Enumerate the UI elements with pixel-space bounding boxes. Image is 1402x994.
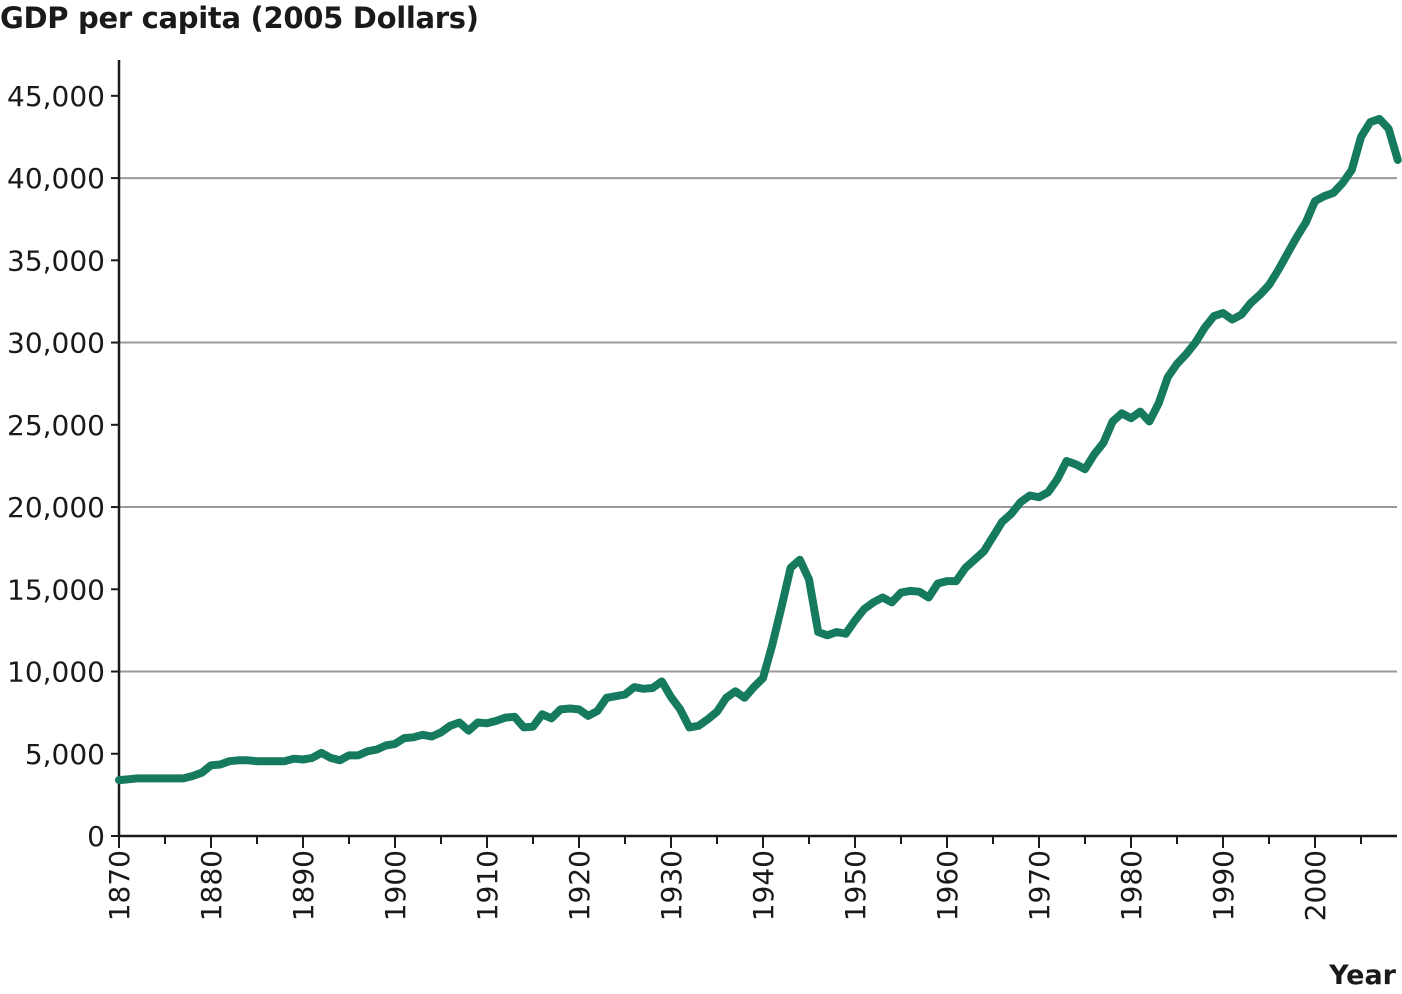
gridlines xyxy=(119,177,1397,673)
y-axis-ticks: 0 5,000 10,000 15,000 20,000 25,000 30,000 35,0… xyxy=(7,80,119,853)
y-tick-label: 30,000 xyxy=(7,327,105,360)
x-tick-label: 1980 xyxy=(1115,850,1148,921)
y-tick-label: 10,000 xyxy=(7,656,105,689)
x-tick-label: 1940 xyxy=(747,850,780,921)
y-tick-label: 40,000 xyxy=(7,162,105,195)
x-axis-title: Year xyxy=(1328,960,1397,991)
x-axis-ticks: 1870 1880 1890 1900 1910 1920 1930 1940 1950 1960… xyxy=(103,836,1362,921)
axes xyxy=(117,60,1397,838)
x-tick-label: 2000 xyxy=(1299,850,1332,921)
x-tick-label: 1990 xyxy=(1207,850,1240,921)
x-tick-label: 1950 xyxy=(839,850,872,921)
series xyxy=(115,114,1402,785)
y-tick-label: 45,000 xyxy=(7,80,105,113)
y-tick-label: 5,000 xyxy=(25,738,105,771)
x-tick-label: 1930 xyxy=(655,850,688,921)
y-tick-label: 25,000 xyxy=(7,409,105,442)
x-tick-label: 1920 xyxy=(563,850,596,921)
chart-title: GDP per capita (2005 Dollars) xyxy=(0,1,479,35)
x-tick-label: 1890 xyxy=(287,850,320,921)
x-tick-label: 1960 xyxy=(931,850,964,921)
x-tick-label: 1900 xyxy=(379,850,412,921)
x-tick-label: 1880 xyxy=(195,850,228,921)
x-tick-label: 1870 xyxy=(103,850,136,921)
x-tick-label: 1910 xyxy=(471,850,504,921)
y-tick-label: 35,000 xyxy=(7,244,105,277)
y-tick-label: 0 xyxy=(87,820,105,853)
series-line-gdp-per-capita xyxy=(115,114,1402,785)
x-tick-label: 1970 xyxy=(1023,850,1056,921)
y-tick-label: 20,000 xyxy=(7,491,105,524)
y-tick-label: 15,000 xyxy=(7,573,105,606)
